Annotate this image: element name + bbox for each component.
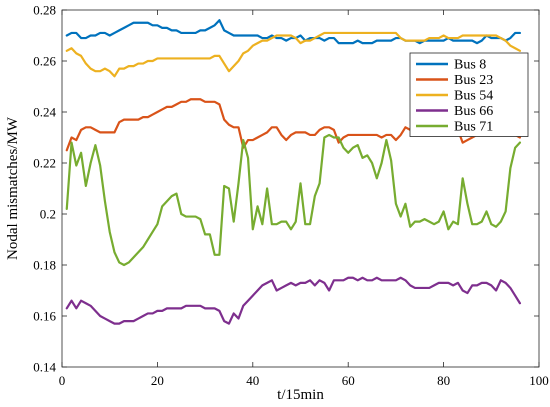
x-tick-label: 80 <box>437 373 450 388</box>
y-tick-label: 0.28 <box>33 3 56 18</box>
legend-label: Bus 54 <box>454 89 493 104</box>
series-line-bus-54 <box>65 31 522 78</box>
y-tick-label: 0.26 <box>33 54 56 69</box>
plot-frame <box>61 9 540 368</box>
x-axis-ticks: 0 20 40 60 80 100 <box>59 10 549 388</box>
x-tick-label: 100 <box>529 373 549 388</box>
series-line-bus-66 <box>65 276 522 325</box>
y-tick-label: 0.2 <box>40 207 56 222</box>
x-tick-label: 20 <box>151 373 164 388</box>
series-line-bus-8 <box>65 19 522 45</box>
x-axis-label: t/15min <box>277 387 324 403</box>
legend-label: Bus 23 <box>454 73 493 88</box>
x-tick-label: 40 <box>246 373 259 388</box>
y-tick-label: 0.24 <box>33 105 56 120</box>
y-tick-label: 0.16 <box>33 309 56 324</box>
legend-label: Bus 66 <box>454 104 493 119</box>
y-tick-label: 0.14 <box>33 360 56 375</box>
x-tick-label: 60 <box>342 373 355 388</box>
y-tick-label: 0.22 <box>33 156 56 171</box>
y-axis-ticks: 0.14 0.16 0.18 0.2 0.22 0.24 0.26 0.28 <box>33 3 539 375</box>
series-line-bus-71 <box>65 133 522 267</box>
y-axis-label: Nodal mismatches/MW <box>5 116 21 260</box>
x-tick-label: 0 <box>59 373 66 388</box>
legend-label: Bus 71 <box>454 120 493 135</box>
legend-label: Bus 8 <box>454 58 486 73</box>
y-tick-label: 0.18 <box>33 258 56 273</box>
series-layer <box>65 19 522 325</box>
